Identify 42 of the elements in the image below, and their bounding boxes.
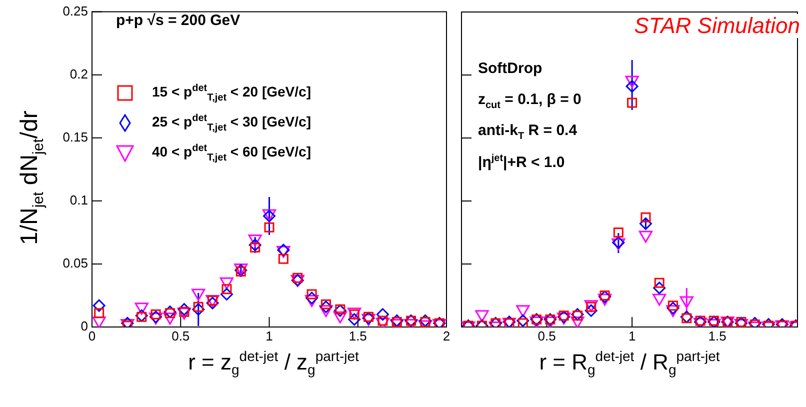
- y-tick-label: 0.25: [62, 3, 88, 18]
- point: [639, 217, 652, 230]
- legend-label: 15 < p$^{det}$$_{T,jet}$ < 20 [GeV/c]: [152, 82, 311, 104]
- point: [516, 314, 530, 327]
- x-tick-label: 0.5: [538, 328, 556, 344]
- point: [518, 318, 528, 327]
- point: [571, 308, 584, 321]
- annotation: |η$^{jet}$|+R < 1.0: [478, 153, 565, 171]
- point: [504, 318, 514, 327]
- y-tick-label: 0.15: [62, 129, 88, 144]
- y-tick-label: 0.05: [62, 256, 88, 271]
- x-tick-label: 0.5: [172, 328, 190, 344]
- annotation: STAR Simulation: [634, 13, 800, 38]
- x-tick-label: 1: [628, 328, 636, 344]
- y-tick-label: 0.2: [70, 66, 88, 82]
- point: [613, 228, 624, 238]
- point: [598, 290, 612, 304]
- point: [584, 304, 598, 317]
- point: [626, 80, 638, 93]
- x-tick-label: 1.5: [348, 328, 367, 344]
- point: [654, 278, 664, 288]
- annotation: z$_{cut}$ = 0.1, β = 0: [478, 91, 582, 111]
- point: [653, 282, 666, 294]
- legend-label: 40 < p$^{det}$$_{T,jet}$ < 60 [GeV/c]: [152, 142, 311, 164]
- x-tick-label: 1: [266, 328, 273, 344]
- point: [640, 212, 651, 222]
- point: [668, 300, 678, 311]
- point: [680, 310, 693, 324]
- annotation: p+p √s = 200 GeV: [116, 12, 240, 29]
- point: [572, 310, 582, 321]
- point: [666, 302, 680, 314]
- y-tick-label: 0: [80, 318, 88, 334]
- point: [682, 313, 692, 324]
- point: [625, 76, 639, 88]
- point: [627, 98, 638, 108]
- annotation: anti-k$_{T}$ R = 0.4: [478, 122, 578, 142]
- x-tick-label: 1.5: [708, 328, 726, 344]
- point: [570, 316, 584, 327]
- x-tick-label: 2: [442, 328, 450, 344]
- legend-label: 25 < p$^{det}$$_{T,jet}$ < 30 [GeV/c]: [152, 112, 311, 134]
- y-tick-label: 0.1: [70, 192, 88, 208]
- annotation: SoftDrop: [478, 60, 542, 77]
